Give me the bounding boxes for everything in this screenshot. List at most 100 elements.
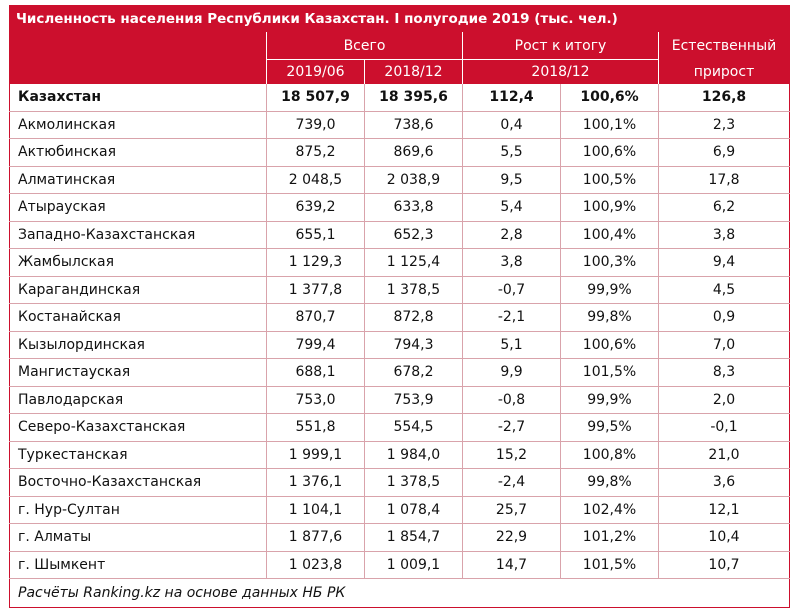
population-table: Численность населения Республики Казахст… xyxy=(8,5,791,608)
cell-natural: 7,0 xyxy=(657,331,791,359)
cell-growth-pct: 100,9% xyxy=(560,193,659,222)
cell-growth-pct: 100,1% xyxy=(560,111,659,139)
cell-2018: 794,3 xyxy=(364,331,463,359)
cell-growth-pct: 100,6% xyxy=(560,331,659,359)
cell-growth-abs: 22,9 xyxy=(462,523,561,552)
cell-2018: 1 078,4 xyxy=(364,496,463,524)
cell-growth-pct: 100,8% xyxy=(560,441,659,469)
cell-natural: -0,1 xyxy=(657,413,791,442)
cell-2019: 1 377,8 xyxy=(266,276,365,304)
cell-growth-abs: 9,9 xyxy=(462,358,561,387)
table-row-total: Казахстан 18 507,9 18 395,6 112,4 100,6%… xyxy=(9,84,791,112)
cell-2019: 799,4 xyxy=(266,331,365,359)
cell-growth-abs: 9,5 xyxy=(462,166,561,194)
cell-2018: 652,3 xyxy=(364,221,463,249)
cell-region: Кызылординская xyxy=(9,331,267,359)
header-blank-2 xyxy=(9,59,267,84)
cell-2018: 753,9 xyxy=(364,386,463,414)
cell-2018: 633,8 xyxy=(364,193,463,222)
table-row: Павлодарская 753,0 753,9 -0,8 99,9% 2,0 xyxy=(9,386,791,414)
cell-region: Акмолинская xyxy=(9,111,267,139)
cell-natural: 4,5 xyxy=(657,276,791,304)
cell-region: Северо-Казахстанская xyxy=(9,413,267,442)
cell-2018: 738,6 xyxy=(364,111,463,139)
cell-natural: 2,0 xyxy=(657,386,791,414)
cell-growth-pct: 99,8% xyxy=(560,303,659,332)
cell-2018: 1 984,0 xyxy=(364,441,463,469)
cell-natural: 0,9 xyxy=(657,303,791,332)
table-row: Северо-Казахстанская 551,8 554,5 -2,7 99,5% -… xyxy=(9,413,791,442)
cell-natural: 21,0 xyxy=(657,441,791,469)
table-row: г. Нур-Султан 1 104,1 1 078,4 25,7 102,4% 12,… xyxy=(9,496,791,524)
cell-region: Актюбинская xyxy=(9,138,267,167)
cell-growth-abs: -2,4 xyxy=(462,468,561,497)
cell-natural: 10,7 xyxy=(657,551,791,579)
cell-natural: 6,2 xyxy=(657,193,791,222)
cell-growth-pct: 99,9% xyxy=(560,386,659,414)
cell-growth-pct: 100,6% xyxy=(560,138,659,167)
cell-2018: 1 378,5 xyxy=(364,468,463,497)
cell-region: г. Нур-Султан xyxy=(9,496,267,524)
cell-2019: 1 999,1 xyxy=(266,441,365,469)
cell-natural: 126,8 xyxy=(657,84,791,112)
cell-growth-pct: 100,5% xyxy=(560,166,659,194)
cell-2018: 554,5 xyxy=(364,413,463,442)
table-row: г. Шымкент 1 023,8 1 009,1 14,7 101,5% 10,7 xyxy=(9,551,791,579)
cell-natural: 6,9 xyxy=(657,138,791,167)
cell-2019: 655,1 xyxy=(266,221,365,249)
header-growth: Рост к итогу xyxy=(462,31,659,60)
cell-natural: 12,1 xyxy=(657,496,791,524)
cell-growth-pct: 99,8% xyxy=(560,468,659,497)
cell-region: Алматинская xyxy=(9,166,267,194)
cell-growth-abs: -0,8 xyxy=(462,386,561,414)
cell-2018: 1 125,4 xyxy=(364,248,463,277)
cell-2018: 678,2 xyxy=(364,358,463,387)
cell-growth-abs: 2,8 xyxy=(462,221,561,249)
cell-2019: 753,0 xyxy=(266,386,365,414)
header-growth-period: 2018/12 xyxy=(462,59,659,84)
table-row: Алматинская 2 048,5 2 038,9 9,5 100,5% 17,8 xyxy=(9,166,791,194)
cell-growth-pct: 99,9% xyxy=(560,276,659,304)
header-total: Всего xyxy=(266,31,463,60)
cell-region: Восточно-Казахстанская xyxy=(9,468,267,497)
cell-region: г. Шымкент xyxy=(9,551,267,579)
cell-2019: 1 023,8 xyxy=(266,551,365,579)
cell-2018: 869,6 xyxy=(364,138,463,167)
table-row: Карагандинская 1 377,8 1 378,5 -0,7 99,9% 4,5 xyxy=(9,276,791,304)
cell-2019: 739,0 xyxy=(266,111,365,139)
table-row: Мангистауская 688,1 678,2 9,9 101,5% 8,3 xyxy=(9,358,791,387)
cell-2019: 1 376,1 xyxy=(266,468,365,497)
header-natural-line1: Естественный xyxy=(657,31,790,60)
cell-growth-pct: 101,2% xyxy=(560,523,659,552)
table-row: Кызылординская 799,4 794,3 5,1 100,6% 7,0 xyxy=(9,331,791,359)
cell-region: Казахстан xyxy=(9,84,267,112)
cell-region: Атырауская xyxy=(9,193,267,222)
cell-growth-pct: 100,3% xyxy=(560,248,659,277)
cell-2018: 1 854,7 xyxy=(364,523,463,552)
cell-growth-abs: 5,5 xyxy=(462,138,561,167)
header-blank xyxy=(9,31,267,60)
cell-2018: 1 378,5 xyxy=(364,276,463,304)
cell-region: Костанайская xyxy=(9,303,267,332)
cell-growth-pct: 99,5% xyxy=(560,413,659,442)
cell-2019: 18 507,9 xyxy=(266,84,365,112)
table-row: Жамбылская 1 129,3 1 125,4 3,8 100,3% 9,4 xyxy=(9,248,791,277)
cell-2019: 1 104,1 xyxy=(266,496,365,524)
cell-2019: 875,2 xyxy=(266,138,365,167)
cell-natural: 2,3 xyxy=(657,111,791,139)
table-row: Акмолинская 739,0 738,6 0,4 100,1% 2,3 xyxy=(9,111,791,139)
cell-natural: 8,3 xyxy=(657,358,791,387)
table-row: г. Алматы 1 877,6 1 854,7 22,9 101,2% 10,4 xyxy=(9,523,791,552)
cell-growth-abs: 5,1 xyxy=(462,331,561,359)
cell-growth-abs: 14,7 xyxy=(462,551,561,579)
cell-2019: 639,2 xyxy=(266,193,365,222)
cell-natural: 10,4 xyxy=(657,523,791,552)
cell-growth-pct: 100,4% xyxy=(560,221,659,249)
cell-2019: 1 877,6 xyxy=(266,523,365,552)
cell-region: Туркестанская xyxy=(9,441,267,469)
table-row: Западно-Казахстанская 655,1 652,3 2,8 100,4%… xyxy=(9,221,791,249)
cell-2018: 18 395,6 xyxy=(364,84,463,112)
cell-region: г. Алматы xyxy=(9,523,267,552)
cell-growth-abs: 0,4 xyxy=(462,111,561,139)
cell-2018: 872,8 xyxy=(364,303,463,332)
